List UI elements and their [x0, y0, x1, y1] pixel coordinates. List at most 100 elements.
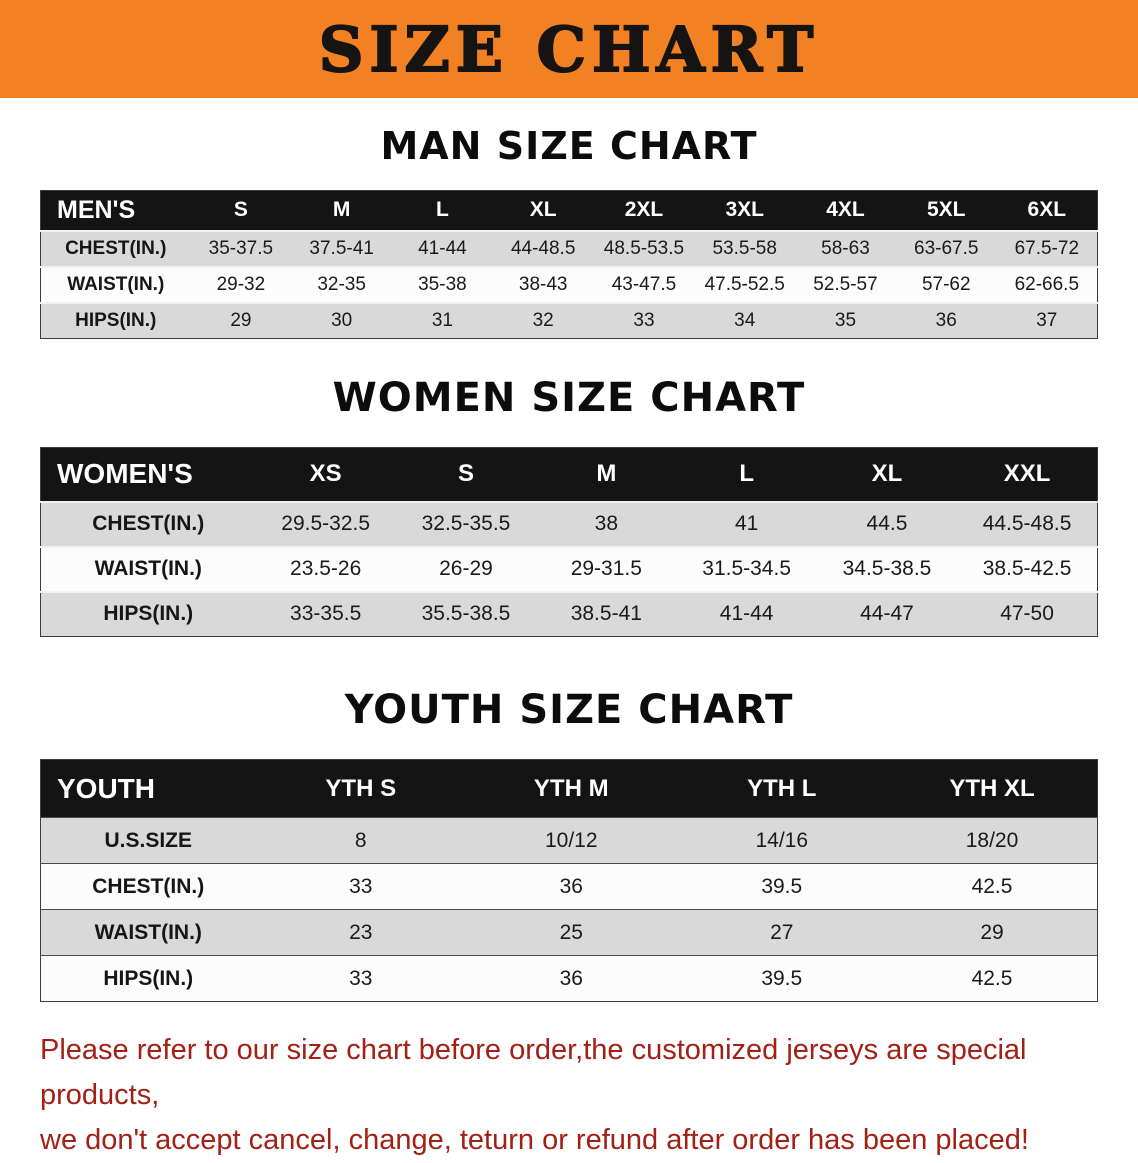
- cell-value: 38-43: [518, 273, 568, 295]
- cell-value: 43-47.5: [611, 273, 677, 295]
- column-header: YTH XL: [887, 759, 1098, 818]
- table-row: CHEST(IN.) 33 36 39.5 42.5: [40, 863, 1098, 910]
- cell-value: 10/12: [544, 828, 598, 852]
- cell-value: 39.5: [761, 966, 803, 990]
- table-row: HIPS(IN.) 33 36 39.5 42.5: [40, 955, 1098, 1002]
- table-header-row: YOUTH YTH S YTH M YTH L YTH XL: [40, 759, 1098, 818]
- cell-value: 32.5-35.5: [421, 512, 511, 535]
- cell-value: 38.5-41: [570, 602, 642, 626]
- column-header: 5XL: [895, 190, 997, 231]
- cell-value: 8: [354, 828, 367, 852]
- youth-size-section: YOUTH SIZE CHART YOUTH YTH S YTH M YTH L YTH…: [0, 687, 1138, 1002]
- row-label: CHEST(IN.): [92, 512, 205, 535]
- table-row: CHEST(IN.) 35-37.5 37.5-41 41-44 44-48.5 48.5…: [40, 230, 1098, 267]
- table-header-row: WOMEN'S XS S M L XL XXL: [40, 447, 1098, 502]
- row-label: HIPS(IN.): [103, 966, 194, 990]
- table-row: U.S.SIZE 8 10/12 14/16 18/20: [40, 817, 1098, 864]
- cell-value: 36: [559, 874, 583, 898]
- table-corner-label: YOUTH: [40, 759, 256, 818]
- cell-value: 29: [980, 920, 1004, 944]
- youth-section-heading: YOUTH SIZE CHART: [344, 687, 794, 733]
- column-header: S: [190, 190, 292, 231]
- banner-title: SIZE CHART: [318, 12, 820, 87]
- cell-value: 38: [594, 512, 618, 535]
- column-header: 6XL: [996, 190, 1098, 231]
- size-chart-banner: SIZE CHART: [0, 0, 1138, 98]
- cell-value: 32: [532, 309, 554, 331]
- cell-value: 38.5-42.5: [982, 557, 1072, 580]
- cell-value: 30: [331, 309, 353, 331]
- cell-value: 29: [230, 309, 252, 331]
- table-row: HIPS(IN.) 29 30 31 32 33 34 35 36 37: [40, 302, 1098, 339]
- table-corner-label: WOMEN'S: [40, 447, 256, 502]
- cell-value: 37.5-41: [309, 237, 374, 259]
- cell-value: 35: [834, 309, 857, 331]
- column-header: L: [392, 190, 493, 231]
- table-corner-label: MEN'S: [40, 190, 191, 231]
- table-row: CHEST(IN.) 29.5-32.5 32.5-35.5 38 41 44.5 44.5…: [40, 501, 1098, 547]
- cell-value: 18/20: [965, 828, 1019, 852]
- cell-value: 41-44: [418, 237, 467, 259]
- table-row: WAIST(IN.) 23.5-26 26-29 29-31.5 31.5-34.5 34…: [40, 546, 1098, 592]
- column-header: M: [536, 447, 677, 502]
- cell-value: 41-44: [719, 602, 774, 626]
- cell-value: 67.5-72: [1014, 237, 1080, 259]
- youth-size-table: YOUTH YTH S YTH M YTH L YTH XL U.S.SIZE 8 10/12…: [40, 759, 1098, 1002]
- table-row: WAIST(IN.) 23 25 27 29: [40, 909, 1098, 956]
- column-header: S: [395, 447, 537, 502]
- cell-value: 44.5-48.5: [982, 512, 1072, 535]
- cell-value: 52.5-57: [813, 273, 878, 295]
- cell-value: 29-31.5: [570, 557, 642, 580]
- cell-value: 26-29: [439, 557, 493, 580]
- size-table: MEN'S S M L XL 2XL 3XL 4XL 5XL 6XL CHEST(IN.) 35-37…: [40, 190, 1098, 339]
- cell-value: 39.5: [761, 874, 803, 898]
- column-header: L: [676, 447, 817, 502]
- cell-value: 23.5-26: [290, 557, 362, 580]
- note-line-2: we don't accept cancel, change, teturn o…: [40, 1123, 1029, 1156]
- men-size-section: MAN SIZE CHART MEN'S S M L XL 2XL 3XL 4XL 5XL 6XL…: [0, 124, 1138, 339]
- cell-value: 23: [349, 920, 373, 944]
- cell-value: 41: [734, 512, 759, 535]
- note-line-1: Please refer to our size chart before or…: [40, 1034, 1027, 1111]
- row-label: U.S.SIZE: [104, 828, 193, 852]
- row-label: CHEST(IN.): [65, 237, 167, 259]
- cell-value: 25: [559, 920, 583, 944]
- cell-value: 58-63: [821, 237, 870, 259]
- cell-value: 48.5-53.5: [603, 237, 685, 259]
- column-header: 4XL: [795, 190, 896, 231]
- cell-value: 31.5-34.5: [702, 557, 792, 580]
- cell-value: 44-48.5: [510, 237, 576, 259]
- column-header: XL: [492, 190, 594, 231]
- cell-value: 44-47: [860, 602, 914, 626]
- column-header: YTH S: [255, 759, 466, 818]
- column-header: 2XL: [593, 190, 695, 231]
- cell-value: 31: [431, 309, 453, 331]
- cell-value: 42.5: [971, 966, 1013, 990]
- cell-value: 27: [770, 920, 794, 944]
- cell-value: 42.5: [971, 874, 1013, 898]
- row-label: WAIST(IN.): [67, 273, 165, 295]
- table-header-row: MEN'S S M L XL 2XL 3XL 4XL 5XL 6XL: [40, 190, 1098, 231]
- cell-value: 62-66.5: [1014, 273, 1080, 295]
- cell-value: 36: [559, 966, 583, 990]
- men-size-table: MEN'S S M L XL 2XL 3XL 4XL 5XL 6XL CHEST(IN.) 35-37…: [40, 190, 1098, 339]
- cell-value: 33: [349, 874, 373, 898]
- cell-value: 33-35.5: [290, 602, 362, 626]
- column-header: YTH M: [466, 759, 677, 818]
- cell-value: 29-32: [216, 273, 266, 295]
- cell-value: 33: [349, 966, 373, 990]
- cell-value: 44.5: [866, 512, 908, 535]
- cell-value: 34: [734, 309, 756, 331]
- row-label: HIPS(IN.): [75, 309, 157, 331]
- table-row: WAIST(IN.) 29-32 32-35 35-38 38-43 43-47.5 47.…: [40, 266, 1098, 303]
- cell-value: 29.5-32.5: [281, 512, 371, 535]
- men-section-heading: MAN SIZE CHART: [380, 124, 758, 168]
- column-header: 3XL: [694, 190, 796, 231]
- column-header: XXL: [957, 447, 1098, 502]
- cell-value: 47.5-52.5: [704, 273, 785, 295]
- row-label: WAIST(IN.): [94, 557, 202, 580]
- women-size-table: WOMEN'S XS S M L XL XXL CHEST(IN.) 29.5-32.5 32.5…: [40, 447, 1098, 637]
- cell-value: 47-50: [1000, 602, 1054, 626]
- column-header: XL: [816, 447, 958, 502]
- size-table: YOUTH YTH S YTH M YTH L YTH XL U.S.SIZE 8 10/12…: [40, 759, 1098, 1002]
